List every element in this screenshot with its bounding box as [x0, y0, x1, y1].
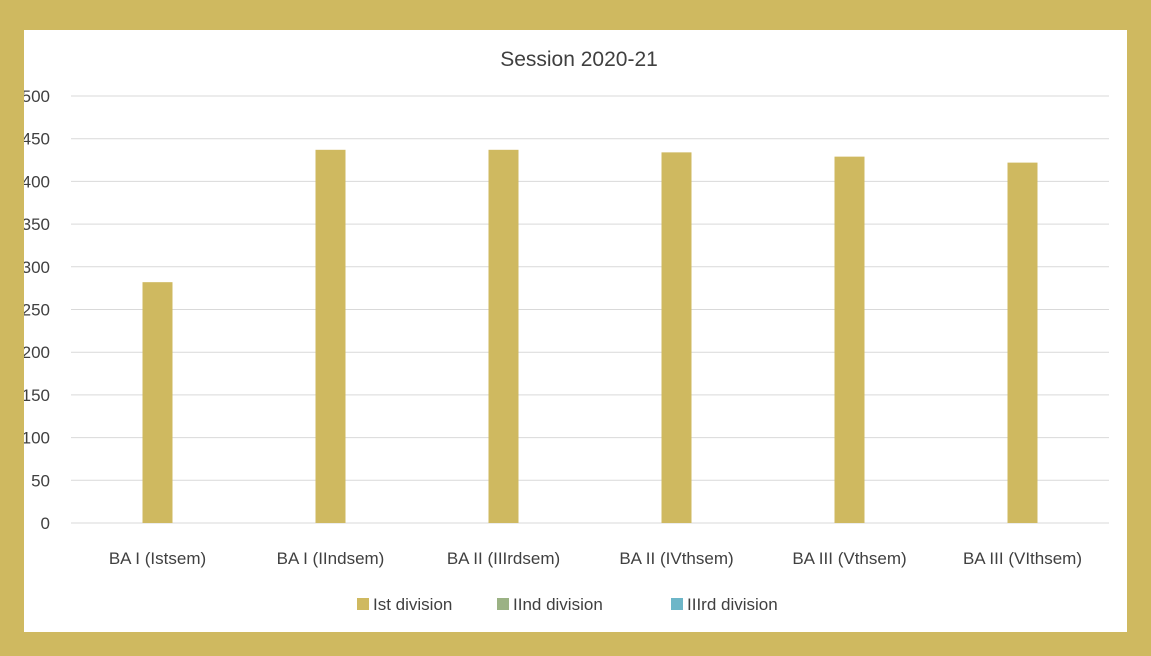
- x-category-label: BA I (IIndsem): [277, 549, 385, 568]
- y-tick-label: 150: [24, 386, 50, 405]
- x-axis-categories: BA I (Istsem) BA I (IIndsem) BA II (IIIrds…: [109, 549, 1082, 568]
- legend-label: IIIrd division: [687, 595, 778, 614]
- legend-label: IInd division: [513, 595, 603, 614]
- legend-swatch: [357, 598, 369, 610]
- bar: [834, 156, 865, 523]
- legend-label: Ist division: [373, 595, 452, 614]
- bar: [142, 282, 173, 523]
- x-category-label: BA I (Istsem): [109, 549, 206, 568]
- bar-chart: Session 2020-21 0 50 100 150 200 250 300 350 400…: [24, 48, 1109, 614]
- x-category-label: BA III (VIthsem): [963, 549, 1082, 568]
- y-axis-ticks: 0 50 100 150 200 250 300 350 400 450 500: [24, 87, 50, 533]
- y-tick-label: 450: [24, 130, 50, 149]
- legend: Ist division IInd division IIIrd division: [357, 595, 778, 614]
- y-tick-label: 0: [41, 514, 50, 533]
- bars: [142, 149, 1038, 523]
- x-category-label: BA III (Vthsem): [792, 549, 906, 568]
- bar: [661, 152, 692, 523]
- y-tick-label: 300: [24, 258, 50, 277]
- bar: [488, 149, 519, 523]
- x-category-label: BA II (IVthsem): [619, 549, 733, 568]
- y-tick-label: 50: [31, 471, 50, 490]
- x-category-label: BA II (IIIrdsem): [447, 549, 560, 568]
- y-tick-label: 500: [24, 87, 50, 106]
- legend-swatch: [671, 598, 683, 610]
- y-tick-label: 250: [24, 301, 50, 320]
- chart-panel: Session 2020-21 0 50 100 150 200 250 300 350 400…: [24, 30, 1127, 632]
- y-tick-label: 400: [24, 172, 50, 191]
- y-tick-label: 350: [24, 215, 50, 234]
- legend-swatch: [497, 598, 509, 610]
- y-tick-label: 100: [24, 429, 50, 448]
- chart-title: Session 2020-21: [500, 48, 658, 71]
- bar: [315, 149, 346, 523]
- bar: [1007, 162, 1038, 523]
- y-tick-label: 200: [24, 343, 50, 362]
- gridlines: [71, 95, 1109, 524]
